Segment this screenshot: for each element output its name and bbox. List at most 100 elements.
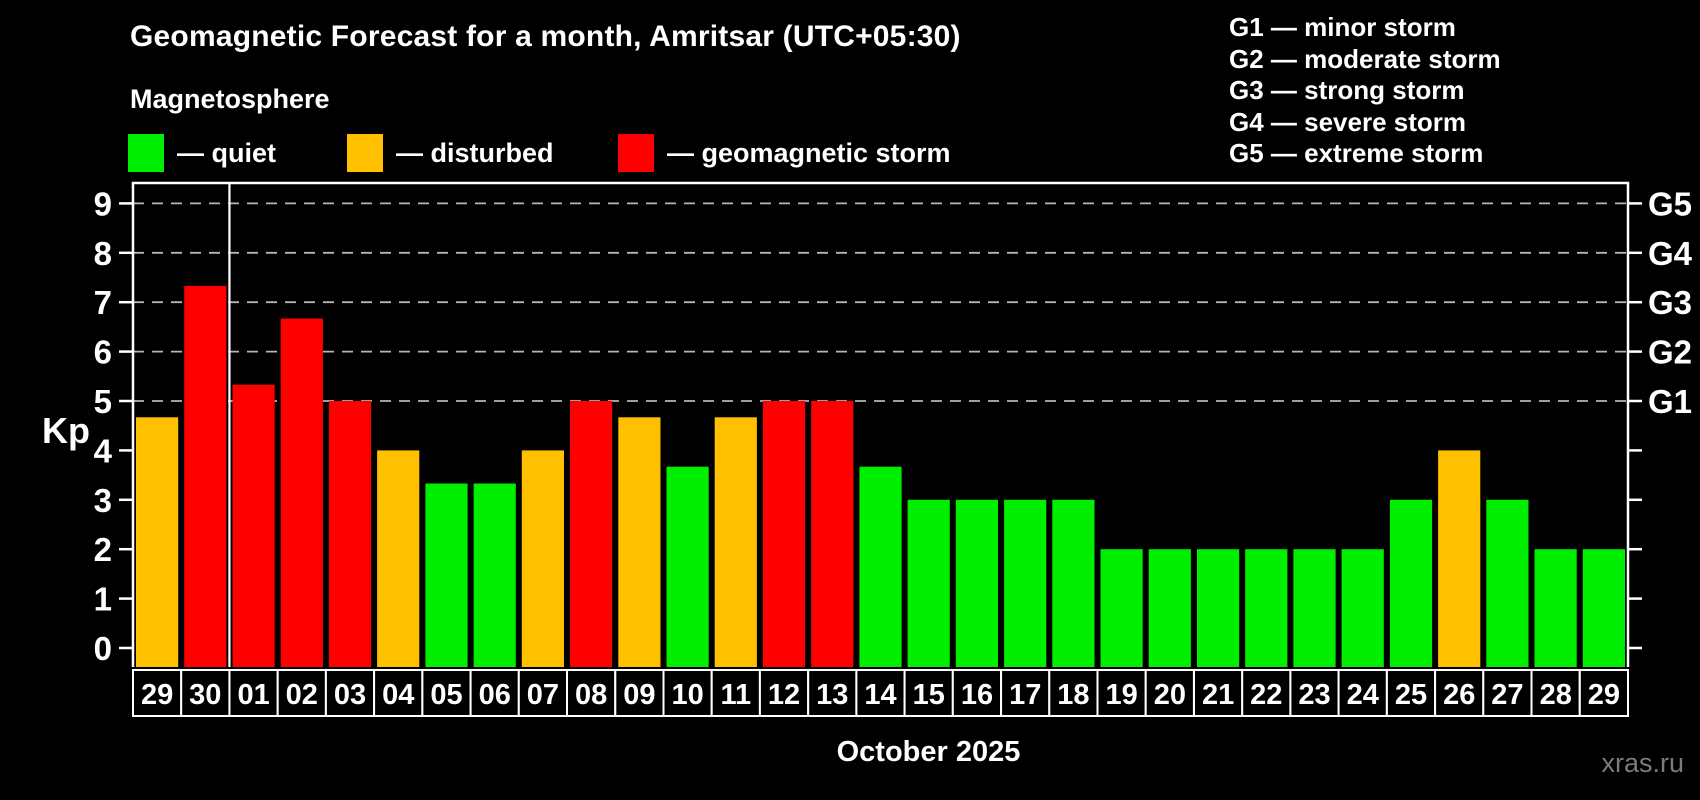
watermark: xras.ru [1601, 748, 1684, 778]
day-label-box-16 [951, 669, 1002, 717]
day-label-box-02 [276, 669, 327, 717]
day-label-box-08 [566, 669, 617, 717]
kp-bar-day-12 [762, 401, 806, 667]
storm-scale-item-g2: G2 — moderate storm [1229, 43, 1501, 74]
day-label-box-29 [1578, 669, 1630, 717]
day-label-01: 01 [237, 679, 269, 711]
storm-scale-item-g4: G4 — severe storm [1229, 106, 1467, 137]
day-label-05: 05 [430, 679, 462, 711]
kp-bar-day-26 [1438, 450, 1481, 667]
y-axis-label-8: 8 [94, 235, 112, 272]
day-label-box-06 [469, 669, 520, 717]
kp-bar-day-15 [907, 499, 950, 667]
day-label-22: 22 [1250, 679, 1282, 711]
magnetosphere-label: Magnetosphere [130, 84, 330, 114]
day-label-26: 26 [1443, 679, 1475, 711]
kp-bar-day-11 [714, 417, 757, 667]
kp-bar-day-09 [618, 417, 661, 667]
kp-bar-day-24 [1341, 549, 1384, 667]
y-axis-label-9: 9 [94, 185, 112, 222]
y-axis-label-6: 6 [94, 334, 112, 371]
kp-bar-day-25 [1389, 499, 1433, 667]
day-label-20: 20 [1154, 679, 1186, 711]
y-axis-label-3: 3 [94, 482, 112, 519]
right-axis-label-g2: G2 [1648, 334, 1692, 371]
kp-bar-day-23 [1293, 549, 1336, 667]
kp-bar-day-05 [425, 483, 468, 667]
y-axis-label-7: 7 [94, 284, 112, 321]
kp-bar-day-03 [328, 401, 372, 667]
x-axis-title: October 2025 [836, 736, 1021, 768]
day-label-21: 21 [1202, 679, 1234, 711]
kp-bar-day-07 [521, 450, 564, 667]
day-label-28: 28 [1540, 679, 1572, 711]
legend-label-disturbed: — disturbed [396, 137, 554, 168]
day-label-23: 23 [1298, 679, 1330, 711]
kp-bar-day-01 [232, 384, 275, 667]
legend-item-disturbed: — disturbed [347, 133, 554, 173]
legend-swatch-disturbed [347, 134, 383, 172]
kp-bar-day-10 [666, 466, 709, 667]
legend-item-quiet: — quiet [128, 133, 276, 173]
day-label-box-26 [1434, 669, 1485, 717]
day-label-03: 03 [334, 679, 366, 711]
day-label-30: 30 [189, 679, 221, 711]
kp-bar-day-21 [1197, 549, 1240, 667]
storm-scale-item-g5: G5 — extreme storm [1229, 138, 1484, 168]
right-axis-label-g4: G4 [1648, 235, 1693, 272]
kp-bar-day-20 [1148, 549, 1191, 667]
kp-bar-day-16 [955, 499, 998, 667]
kp-bar-day-29 [136, 417, 179, 667]
day-label-06: 06 [479, 679, 511, 711]
storm-scale-item-g1: G1 — minor storm [1229, 12, 1456, 42]
kp-bar-day-06 [473, 483, 516, 667]
kp-bar-day-02 [280, 318, 323, 667]
day-label-box-29 [132, 669, 183, 717]
legend-swatch-storm [618, 134, 654, 172]
kp-bar-day-13 [811, 401, 854, 667]
y-axis-label-1: 1 [94, 581, 112, 618]
legend-label-storm: — geomagnetic storm [667, 137, 951, 168]
legend-label-quiet: — quiet [177, 137, 276, 168]
storm-scale-item-g3: G3 — strong storm [1229, 75, 1465, 105]
page-title: Geomagnetic Forecast for a month, Amrits… [130, 20, 961, 53]
day-label-box-04 [373, 669, 424, 717]
day-label-box-27 [1482, 669, 1533, 717]
kp-bar-day-18 [1052, 499, 1095, 667]
day-label-07: 07 [527, 679, 559, 711]
day-label-12: 12 [768, 679, 800, 711]
storm-scale-legend: G1 — minor storm G2 — moderate storm G3 — … [1229, 12, 1501, 170]
day-label-14: 14 [864, 679, 896, 711]
day-label-11: 11 [720, 679, 751, 711]
day-label-box-30 [180, 669, 231, 717]
legend-item-storm: — geomagnetic storm [618, 133, 951, 173]
day-label-19: 19 [1105, 679, 1137, 711]
day-label-17: 17 [1009, 679, 1041, 711]
kp-bar-day-08 [570, 401, 613, 667]
y-axis-label-4: 4 [94, 432, 113, 469]
day-label-09: 09 [623, 679, 655, 711]
day-label-box-12 [758, 669, 810, 717]
day-label-08: 08 [575, 679, 607, 711]
right-axis-label-g1: G1 [1648, 383, 1692, 420]
kp-bar-day-22 [1245, 549, 1288, 667]
day-label-29: 29 [1588, 679, 1620, 711]
day-label-27: 27 [1491, 679, 1523, 711]
y-axis-title: Kp [42, 410, 90, 451]
right-axis-label-g5: G5 [1648, 185, 1692, 222]
kp-bar-day-14 [859, 466, 902, 667]
kp-bar-day-19 [1100, 549, 1143, 667]
kp-bar-day-17 [1004, 499, 1047, 667]
kp-bar-day-27 [1486, 499, 1529, 667]
y-axis-label-5: 5 [94, 383, 112, 420]
day-label-18: 18 [1057, 679, 1089, 711]
kp-bar-day-04 [377, 450, 420, 667]
day-label-box-05 [421, 669, 472, 717]
day-label-box-20 [1144, 669, 1195, 717]
kp-bar-day-28 [1534, 549, 1577, 667]
y-axis-label-0: 0 [94, 630, 112, 667]
day-label-box-22 [1241, 669, 1292, 717]
kp-bar-day-30 [184, 285, 227, 667]
day-label-box-14 [855, 669, 906, 717]
